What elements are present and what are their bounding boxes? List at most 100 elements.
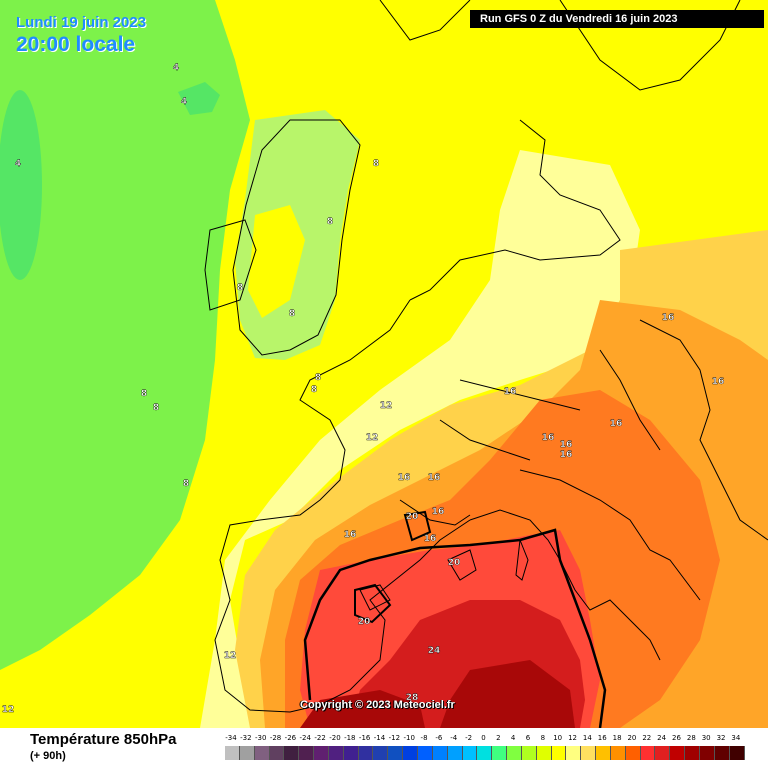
scale-swatch: [314, 746, 329, 760]
isotherm-label: 12: [366, 433, 379, 443]
isotherm-label: 12: [2, 705, 15, 715]
isotherm-label: 16: [398, 473, 411, 483]
scale-label: -8: [420, 734, 428, 742]
scale-label: 30: [701, 734, 711, 742]
isotherm-label: 4: [15, 159, 21, 169]
scale-swatch: [685, 746, 700, 760]
variable-title: Température 850hPa: [30, 731, 177, 748]
scale-label: 12: [568, 734, 577, 742]
isotherm-label: 16: [432, 507, 445, 517]
scale-label: 20: [627, 734, 637, 742]
scale-swatch: [358, 746, 374, 760]
isotherm-label: 16: [560, 450, 573, 460]
scale-label: -26: [284, 734, 297, 742]
scale-swatch: [388, 746, 404, 760]
scale-swatch: [700, 746, 715, 760]
isotherm-label: 8: [315, 373, 321, 383]
scale-label: -18: [344, 734, 356, 742]
scale-swatch: [581, 746, 597, 760]
scale-swatch: [551, 746, 567, 760]
isotherm-label: 8: [237, 283, 243, 293]
scale-swatch: [492, 746, 508, 760]
scale-label: -2: [465, 734, 473, 742]
scale-swatch: [670, 746, 686, 760]
scale-swatch: [714, 746, 730, 760]
scale-swatch: [729, 746, 745, 760]
isotherm-label: 12: [380, 401, 393, 411]
isotherm-label: 8: [373, 159, 379, 169]
scale-label: 28: [686, 734, 696, 742]
scale-swatch: [432, 746, 448, 760]
field-green-4: [0, 90, 42, 280]
color-scale: [225, 746, 745, 760]
scale-label: 0: [481, 734, 486, 742]
scale-swatch: [507, 746, 522, 760]
scale-label: 8: [540, 734, 546, 742]
forecast-date: Lundi 19 juin 2023: [16, 14, 147, 31]
scale-label: 10: [553, 734, 563, 742]
scale-swatch: [610, 746, 626, 760]
model-run-info: Run GFS 0 Z du Vendredi 16 juin 2023: [470, 10, 764, 28]
scale-swatch: [536, 746, 552, 760]
scale-label: 24: [657, 734, 667, 742]
scale-swatch: [373, 746, 389, 760]
scale-label: 32: [716, 734, 726, 742]
isotherm-label: 8: [183, 479, 189, 489]
isotherm-label: 8: [289, 309, 295, 319]
isotherm-label: 20: [358, 617, 371, 627]
isotherm-label: 16: [610, 419, 623, 429]
scale-swatch: [299, 746, 315, 760]
scale-swatch: [447, 746, 463, 760]
isotherm-label: 28: [406, 693, 419, 703]
field-yellow-gb: [248, 205, 305, 318]
scale-swatch: [403, 746, 418, 760]
scale-label: -12: [388, 734, 401, 742]
scale-label: -20: [329, 734, 341, 742]
copyright-notice: Copyright © 2023 Meteociel.fr: [300, 699, 455, 711]
isotherm-label: 12: [224, 651, 237, 661]
isotherm-label: 4: [181, 97, 187, 107]
scale-label: 34: [731, 734, 741, 742]
field-lightyellow-band: [200, 150, 640, 728]
scale-swatch: [596, 746, 611, 760]
scale-label: 6: [525, 734, 531, 742]
isotherm-label: 16: [712, 377, 725, 387]
isotherm-label: 16: [344, 530, 357, 540]
scale-label: -28: [269, 734, 282, 742]
isotherm-20-loop: [403, 510, 432, 542]
scale-label: -32: [240, 734, 252, 742]
scale-swatch: [625, 746, 641, 760]
isotherm-label: 4: [173, 63, 179, 73]
isotherm-label: 16: [428, 473, 441, 483]
scale-label: -10: [403, 734, 415, 742]
isotherm-label: 8: [327, 217, 333, 227]
field-green-cold: [0, 0, 250, 670]
scale-label: 14: [582, 734, 592, 742]
scale-label: -34: [225, 734, 237, 742]
scale-label: 2: [496, 734, 501, 742]
scale-label: -4: [450, 734, 458, 742]
forecast-time: 20:00 locale: [16, 33, 136, 56]
scale-swatch: [328, 746, 344, 760]
scale-swatch: [343, 746, 359, 760]
isotherm-label: 20: [448, 558, 461, 568]
scale-label: -14: [373, 734, 386, 742]
scale-label: -30: [254, 734, 267, 742]
isotherm-label: 8: [141, 389, 147, 399]
scale-swatch: [254, 746, 270, 760]
scale-swatch: [269, 746, 285, 760]
scale-label: 16: [597, 734, 607, 742]
isotherm-label: 16: [424, 534, 437, 544]
scale-label: 18: [612, 734, 622, 742]
isotherm-20-west: [354, 583, 392, 624]
scale-label: -6: [435, 734, 443, 742]
isotherm-label: 16: [662, 313, 675, 323]
scale-swatch: [655, 746, 671, 760]
scale-swatch: [225, 746, 240, 760]
scale-swatch: [477, 746, 493, 760]
isotherm-label: 16: [504, 387, 517, 397]
scale-swatch: [284, 746, 300, 760]
scale-label: 22: [642, 734, 652, 742]
